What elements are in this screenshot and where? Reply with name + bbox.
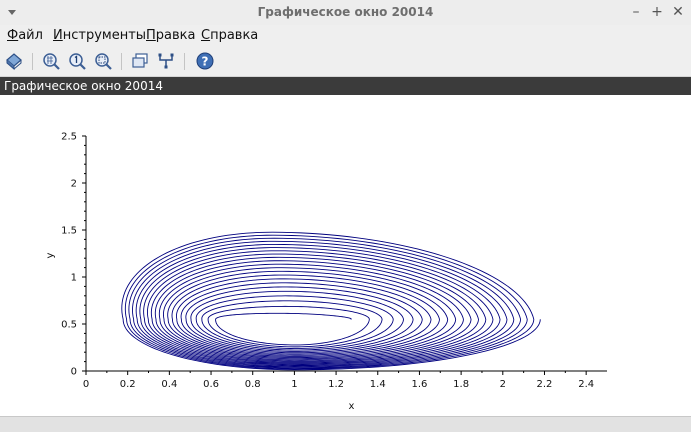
x-tick-label: 2.4 [578, 379, 594, 390]
zoom-original-icon[interactable] [67, 51, 87, 71]
minimize-icon[interactable]: – [632, 4, 640, 20]
x-tick-label: 0.8 [245, 379, 261, 390]
title-bar: Графическое окно 20014 – + ✕ [0, 0, 691, 26]
data-tip-icon[interactable] [156, 51, 176, 71]
help-icon[interactable]: ? [195, 51, 215, 71]
y-tick-label: 1 [71, 273, 77, 284]
menu-tools[interactable]: Инструменты [53, 28, 147, 43]
status-bar [0, 416, 691, 432]
x-tick-label: 0.6 [203, 379, 219, 390]
x-tick-label: 1.4 [370, 379, 386, 390]
toolbar-separator [184, 53, 185, 70]
maximize-icon[interactable]: + [651, 4, 663, 20]
svg-text:?: ? [202, 55, 209, 69]
menu-bar: Файл Инструменты Правка Справка [0, 25, 691, 47]
zoom-grid-icon[interactable] [41, 51, 61, 71]
menu-help[interactable]: Справка [201, 28, 259, 43]
toolbar-separator [32, 53, 33, 70]
x-tick-label: 0.4 [161, 379, 177, 390]
y-tick-label: 0 [71, 367, 77, 378]
window-menu-icon[interactable] [4, 4, 20, 20]
x-tick-label: 0 [83, 379, 89, 390]
x-tick-label: 1 [291, 379, 297, 390]
zoom-area-icon[interactable] [93, 51, 113, 71]
toolbar-separator [121, 53, 122, 70]
x-tick-label: 1.2 [328, 379, 344, 390]
window-icon[interactable] [130, 51, 150, 71]
x-tick-label: 1.6 [411, 379, 427, 390]
x-tick-label: 0.2 [120, 379, 136, 390]
x-tick-label: 2.2 [537, 379, 553, 390]
x-tick-label: 1.8 [453, 379, 469, 390]
menu-edit[interactable]: Правка [146, 28, 196, 43]
window-title: Графическое окно 20014 [257, 5, 434, 19]
menu-file[interactable]: Файл [7, 28, 43, 43]
plot-area[interactable]: 0 0.2 0.4 0.6 0.8 1 1.2 1.4 1.6 1.8 2 2.2 2.4 0 0.5 1 1.… [0, 96, 691, 416]
trajectory-line [121, 231, 541, 371]
y-tick-label: 1.5 [61, 226, 77, 237]
rotate-icon[interactable] [4, 51, 24, 71]
figure-info-bar: Графическое окно 20014 [0, 77, 691, 95]
y-tick-label: 2.5 [61, 132, 77, 143]
y-tick-label: 0.5 [61, 320, 77, 331]
phase-portrait-chart[interactable]: 0 0.2 0.4 0.6 0.8 1 1.2 1.4 1.6 1.8 2 2.2 2.4 0 0.5 1 1.… [0, 96, 691, 416]
figure-info-text: Графическое окно 20014 [4, 79, 163, 93]
toolbar: ? [0, 47, 691, 77]
x-axis-label: x [349, 401, 355, 412]
y-tick-label: 2 [71, 179, 77, 190]
close-icon[interactable]: ✕ [672, 4, 684, 20]
x-tick-label: 2 [500, 379, 506, 390]
y-axis-label: y [45, 252, 56, 258]
